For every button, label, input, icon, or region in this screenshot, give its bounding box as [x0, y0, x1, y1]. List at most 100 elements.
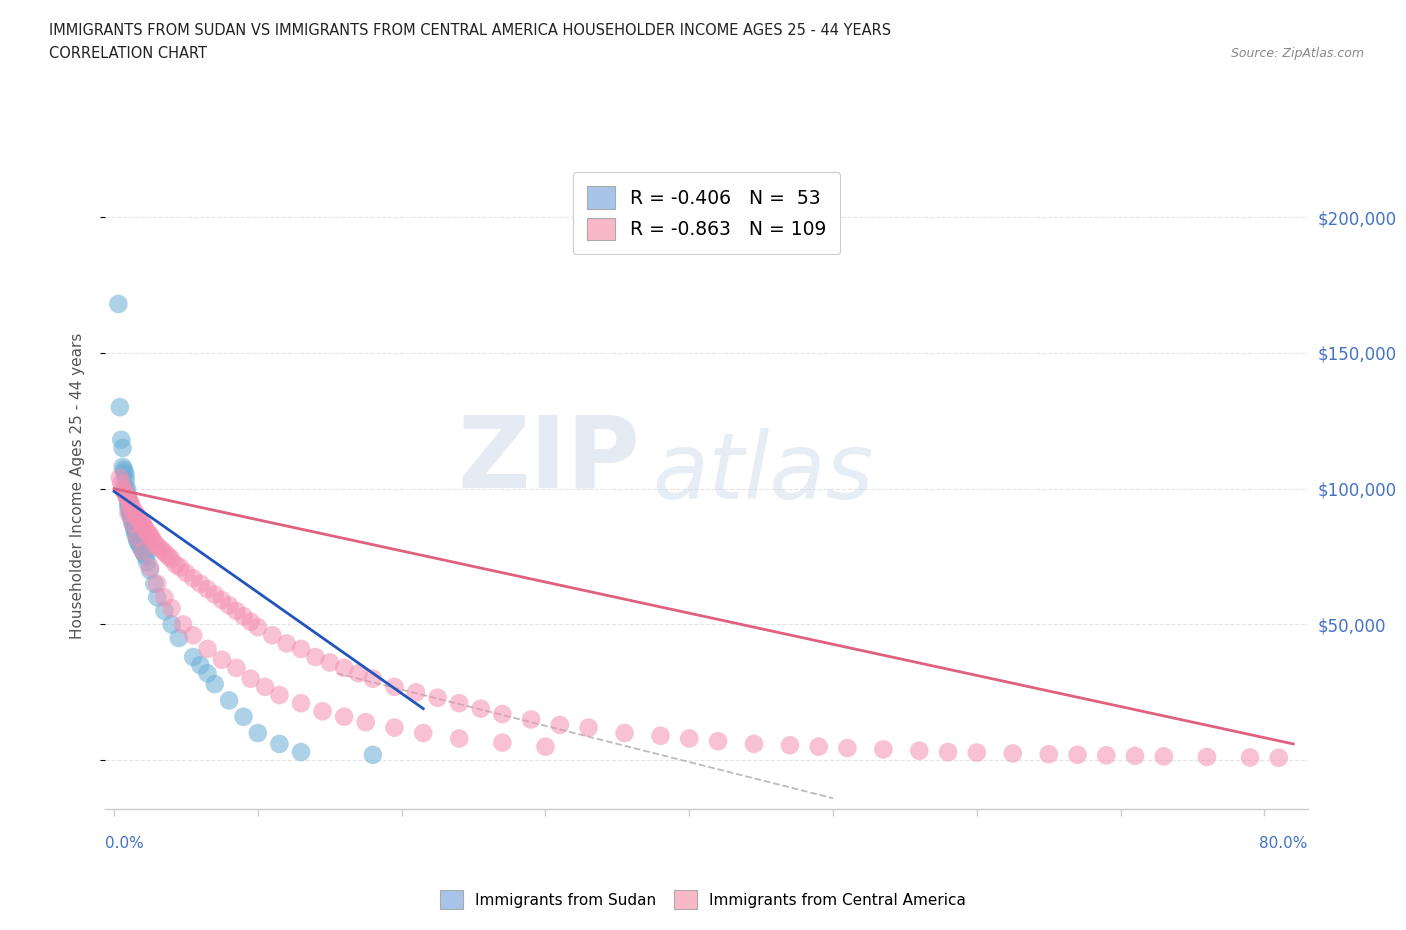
Point — [211, 592, 233, 607]
Point — [232, 609, 254, 624]
Point — [412, 725, 434, 740]
Point — [136, 525, 159, 539]
Point — [124, 527, 146, 542]
Point — [153, 604, 176, 618]
Point — [613, 725, 636, 740]
Point — [1268, 751, 1291, 765]
Point — [204, 677, 226, 692]
Point — [181, 628, 204, 643]
Point — [128, 536, 150, 551]
Point — [290, 642, 312, 657]
Point — [131, 516, 153, 531]
Point — [127, 530, 149, 545]
Point — [114, 481, 136, 496]
Point — [181, 571, 204, 586]
Point — [304, 649, 326, 664]
Point — [129, 538, 152, 553]
Point — [160, 551, 183, 566]
Point — [707, 734, 730, 749]
Text: IMMIGRANTS FROM SUDAN VS IMMIGRANTS FROM CENTRAL AMERICA HOUSEHOLDER INCOME AGES: IMMIGRANTS FROM SUDAN VS IMMIGRANTS FROM… — [49, 23, 891, 38]
Point — [872, 742, 894, 757]
Point — [132, 544, 155, 559]
Point — [742, 737, 765, 751]
Point — [110, 476, 132, 491]
Point — [121, 513, 143, 528]
Point — [108, 471, 131, 485]
Point — [361, 671, 384, 686]
Point — [120, 512, 142, 526]
Point — [115, 489, 138, 504]
Point — [139, 563, 162, 578]
Point — [111, 481, 134, 496]
Point — [117, 492, 139, 507]
Point — [127, 530, 149, 545]
Point — [491, 735, 513, 750]
Point — [112, 465, 135, 480]
Point — [122, 522, 145, 537]
Point — [132, 544, 155, 559]
Point — [134, 547, 156, 562]
Point — [165, 557, 187, 572]
Point — [122, 519, 145, 534]
Point — [117, 492, 139, 507]
Point — [108, 400, 131, 415]
Point — [129, 513, 152, 528]
Point — [131, 541, 153, 556]
Point — [139, 527, 162, 542]
Point — [114, 473, 136, 488]
Text: ZIP: ZIP — [457, 412, 640, 509]
Point — [384, 720, 406, 735]
Point — [1123, 749, 1146, 764]
Point — [169, 560, 191, 575]
Point — [120, 500, 142, 515]
Point — [837, 740, 859, 755]
Point — [118, 495, 141, 510]
Point — [276, 636, 298, 651]
Point — [122, 506, 145, 521]
Point — [160, 601, 183, 616]
Point — [470, 701, 492, 716]
Point — [966, 745, 988, 760]
Point — [149, 541, 172, 556]
Point — [936, 745, 959, 760]
Point — [1001, 746, 1024, 761]
Point — [246, 619, 269, 634]
Point — [117, 492, 139, 507]
Point — [112, 484, 135, 498]
Point — [1153, 749, 1175, 764]
Point — [290, 745, 312, 760]
Point — [225, 660, 247, 675]
Point — [115, 481, 138, 496]
Point — [311, 704, 333, 719]
Point — [548, 717, 571, 732]
Point — [204, 587, 226, 602]
Point — [534, 739, 557, 754]
Point — [127, 509, 149, 524]
Point — [779, 737, 801, 752]
Point — [120, 498, 142, 512]
Point — [269, 737, 291, 751]
Point — [167, 631, 190, 645]
Point — [290, 696, 312, 711]
Point — [1195, 750, 1218, 764]
Point — [218, 693, 240, 708]
Point — [128, 512, 150, 526]
Point — [124, 525, 146, 539]
Point — [111, 459, 134, 474]
Point — [117, 495, 139, 510]
Point — [491, 707, 513, 722]
Point — [239, 615, 262, 630]
Legend: R = -0.406   N =  53, R = -0.863   N = 109: R = -0.406 N = 53, R = -0.863 N = 109 — [572, 172, 841, 255]
Point — [333, 660, 356, 675]
Point — [134, 519, 156, 534]
Point — [181, 649, 204, 664]
Point — [361, 748, 384, 763]
Point — [118, 506, 141, 521]
Point — [520, 712, 543, 727]
Point — [197, 581, 219, 596]
Point — [218, 598, 240, 613]
Point — [117, 500, 139, 515]
Point — [174, 565, 197, 580]
Point — [120, 509, 142, 524]
Point — [153, 590, 176, 604]
